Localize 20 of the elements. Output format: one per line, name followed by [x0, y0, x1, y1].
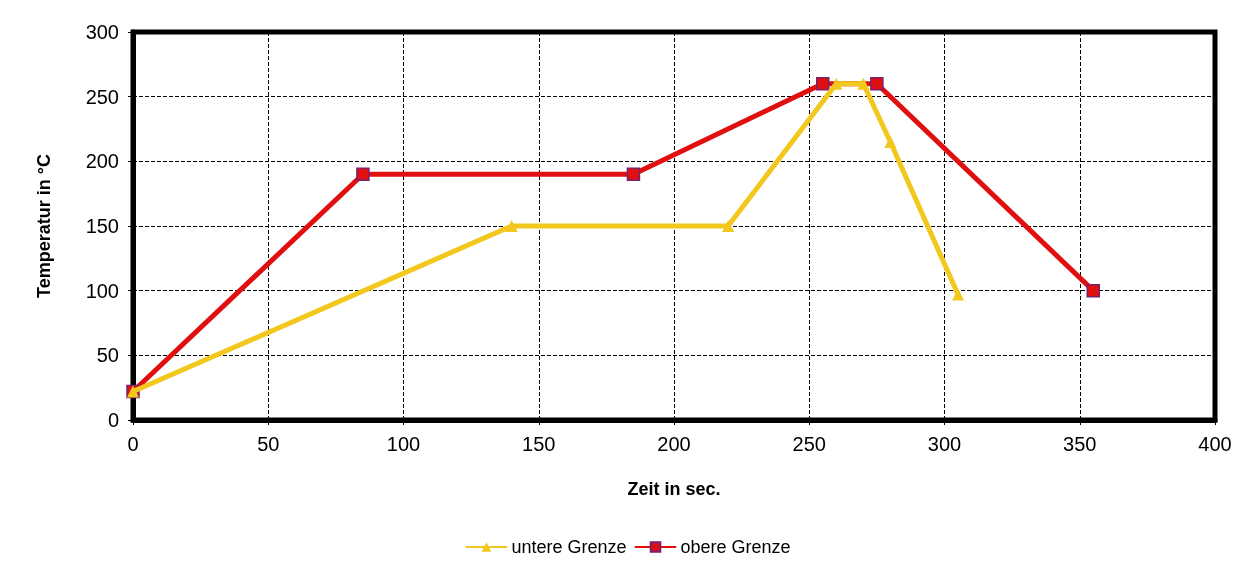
- y-tick-label: 100: [85, 279, 119, 302]
- y-tick-label: 150: [85, 215, 119, 237]
- y-tick-label: 200: [85, 150, 119, 173]
- x-tick-label: 300: [927, 433, 962, 455]
- x-tick-label: 150: [522, 433, 556, 455]
- x-tick-label: 400: [1198, 433, 1232, 455]
- x-tick-label: 100: [386, 433, 421, 455]
- legend-label: obere Grenze: [680, 537, 791, 557]
- x-tick-label: 50: [257, 433, 280, 455]
- x-tick-label: 200: [657, 433, 691, 455]
- x-tick-label: 0: [127, 433, 139, 455]
- y-tick-label: 250: [85, 85, 119, 108]
- x-axis-title: Zeit in sec.: [627, 479, 721, 499]
- legend-label: untere Grenze: [511, 537, 627, 557]
- y-tick-label: 300: [85, 21, 119, 43]
- x-tick-label: 350: [1063, 433, 1097, 455]
- y-tick-label: 0: [107, 409, 119, 431]
- x-tick-label: 250: [792, 433, 826, 455]
- y-tick-label: 50: [96, 344, 119, 367]
- y-axis-title: Temperatur in °C: [34, 154, 54, 298]
